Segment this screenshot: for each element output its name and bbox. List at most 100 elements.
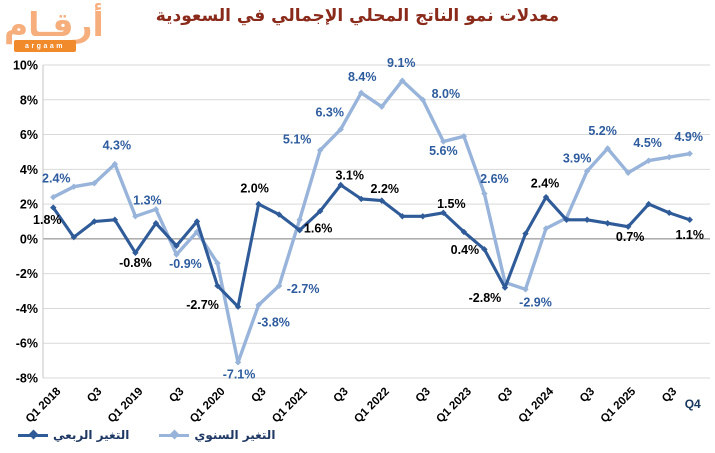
x-axis-tick-label: Q3 [578, 386, 597, 405]
quarterly-point-marker [666, 209, 673, 217]
quarterly-point-label: 2.2% [371, 182, 400, 196]
chart-title: معدلات نمو الناتج المحلي الإجمالي في الس… [155, 6, 560, 26]
annual-point-marker [378, 103, 385, 110]
legend-item-annual: التغير السنوي [159, 429, 275, 441]
annual-point-marker [132, 213, 139, 220]
x-axis-tick-label: Q1 2024 [516, 385, 556, 425]
quarterly-point-marker [542, 193, 550, 201]
quarterly-point-marker [645, 200, 652, 208]
quarterly-point-marker [399, 213, 406, 220]
argaam-logo-strip: argaam [14, 40, 76, 52]
gridlines [43, 64, 710, 379]
annual-point-label: 5.2% [588, 124, 617, 138]
quarterly-point-marker [50, 204, 57, 211]
quarterly-point-label: 0.7% [616, 230, 645, 244]
legend-label-annual: التغير السنوي [194, 428, 276, 442]
annual-point-marker [645, 157, 652, 164]
annual-point-marker [50, 193, 57, 201]
annual-point-label: 9.1% [387, 56, 416, 70]
annual-point-marker [419, 96, 427, 103]
quarterly-point-label: 2.0% [240, 181, 269, 195]
x-axis-tick-label: Q1 2019 [106, 386, 146, 426]
quarterly-point-marker [522, 230, 529, 237]
annual-point-marker [666, 153, 673, 161]
annual-point-marker [460, 133, 468, 140]
annual-point-label: -0.9% [169, 257, 202, 271]
annual-point-marker [481, 190, 488, 197]
annual-point-marker [358, 89, 365, 97]
quarterly-point-marker [419, 213, 427, 220]
x-axis-tick-label: Q3 [414, 386, 433, 405]
x-axis-tick-label: Q3 [85, 386, 104, 405]
annual-point-marker [542, 225, 550, 232]
x-axis-tick-label: Q1 2018 [24, 385, 64, 425]
y-axis-tick-label: 2% [20, 198, 38, 212]
quarterly-point-label: 1.5% [437, 197, 466, 211]
y-axis-tick-label: 10% [13, 59, 38, 73]
y-axis-tick-label: 8% [20, 93, 38, 107]
annual-point-label: 4.9% [674, 130, 703, 144]
quarterly-point-marker [440, 209, 447, 217]
argaam-logo: أرقـام argaam [4, 2, 105, 58]
annual-point-label: 6.3% [315, 106, 344, 120]
annual-point-marker [152, 206, 160, 213]
quarterly-point-marker [152, 220, 160, 227]
annual-point-marker [173, 251, 180, 258]
quarterly-point-marker [686, 216, 693, 223]
quarterly-point-label: 0.4% [451, 243, 480, 257]
annual-point-label: 3.9% [563, 151, 592, 165]
quarterly-point-marker [501, 284, 509, 291]
annual-point-label: 2.6% [480, 172, 509, 186]
y-axis-tick-label: 4% [20, 163, 38, 177]
quarterly-point-marker [460, 228, 468, 236]
x-axis-tick-label: Q1 2021 [270, 385, 310, 425]
legend-label-quarterly: التغير الربعي [53, 428, 130, 442]
x-axis-tick-label: Q3 [660, 386, 679, 405]
annual-point-marker [214, 260, 221, 267]
quarterly-point-marker [193, 218, 201, 225]
annual-point-marker [522, 286, 529, 293]
quarterly-change-line [51, 183, 692, 309]
annual-point-marker [70, 183, 77, 190]
annual-series-swatch [159, 429, 190, 440]
quarterly-point-marker [563, 216, 570, 223]
quarterly-point-marker [91, 218, 98, 225]
argaam-logo-latin: argaam [25, 42, 65, 50]
quarterly-point-marker [111, 216, 119, 223]
quarterly-point-label: 1.6% [304, 221, 333, 235]
annual-point-label: 8.4% [348, 70, 377, 84]
y-axis-tick-label: -6% [16, 337, 38, 351]
y-axis-tick-label: -4% [16, 302, 38, 316]
x-axis-tick-label: Q1 2022 [352, 386, 392, 426]
y-axis-tick-label: 6% [20, 128, 38, 142]
annual-point-marker [604, 145, 611, 152]
chart-legend: التغير الربعي التغير السنوي [18, 429, 275, 441]
annual-point-label: -2.9% [519, 296, 552, 310]
annual-point-label: 4.3% [103, 138, 132, 152]
x-axis-tick-label: Q3 [249, 386, 268, 405]
quarterly-point-marker [255, 200, 262, 208]
quarterly-point-marker [70, 233, 77, 241]
quarterly-point-label: -2.7% [186, 298, 219, 312]
annual-point-marker [296, 216, 303, 223]
quarterly-point-marker [234, 303, 242, 310]
quarterly-point-label: -0.8% [119, 256, 152, 270]
quarterly-point-marker [604, 220, 611, 227]
annual-change-line [51, 78, 692, 365]
x-axis-tick-label-q4: Q4 [685, 397, 701, 411]
x-axis-tick-label: Q3 [167, 386, 186, 405]
x-axis-tick-label: Q1 2023 [434, 386, 474, 426]
annual-point-label: 2.4% [42, 171, 71, 185]
annual-point-marker [91, 180, 98, 187]
annual-point-marker [234, 359, 242, 366]
annual-point-marker [337, 126, 344, 133]
annual-point-label: 4.5% [633, 136, 662, 150]
legend-item-quarterly: التغير الربعي [18, 429, 129, 441]
quarterly-point-label: 2.4% [531, 176, 560, 190]
quarterly-point-marker [378, 197, 385, 204]
quarterly-point-label: 1.1% [675, 228, 704, 242]
annual-point-label: -2.7% [287, 282, 320, 296]
x-axis-tick-label: Q3 [496, 386, 515, 405]
annual-point-marker [686, 150, 693, 157]
annual-point-label: 5.1% [283, 133, 312, 147]
